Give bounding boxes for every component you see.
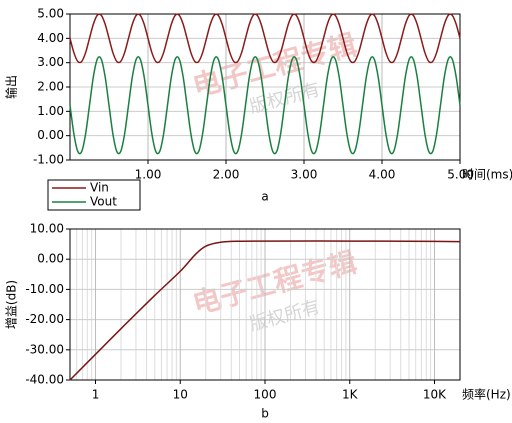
x-tick-label: 100 [254, 388, 277, 402]
plot-frame [69, 228, 461, 381]
x-tick-label: 1K [342, 388, 359, 402]
y-tick-label: -40.00 [25, 373, 64, 387]
y-tick-label: -20.00 [25, 312, 64, 326]
y-tick-label: 4.00 [37, 31, 64, 45]
x-tick-label: 3.00 [291, 168, 318, 182]
y-tick-label: 0.00 [37, 252, 64, 266]
y-axis-label: 输出 [4, 75, 19, 99]
x-tick-label: 4.00 [369, 168, 396, 182]
line [69, 13, 461, 64]
x-tick-label: 10 [173, 388, 188, 402]
y-tick-label: -30.00 [25, 342, 64, 356]
y-axis-label: 增益(dB) [5, 280, 19, 329]
x-tick-label: 1 [92, 388, 100, 402]
y-tick-label: 1.00 [37, 104, 64, 118]
x-tick-label: 1.00 [135, 168, 162, 182]
legend-label: Vout [90, 195, 117, 209]
y-tick-label: -10.00 [25, 282, 64, 296]
y-tick-label: 0.00 [37, 128, 64, 142]
x-axis-label: 时间(ms) [462, 168, 512, 182]
legend-box [47, 179, 141, 211]
y-tick-label: 5.00 [37, 7, 64, 21]
line [69, 56, 461, 155]
y-tick-label: 3.00 [37, 55, 64, 69]
caption: a [261, 190, 268, 204]
y-tick-label: -1.00 [33, 153, 64, 167]
legend-label: Vin [90, 181, 109, 195]
caption: b [261, 407, 269, 421]
x-tick-label: 5.00 [447, 168, 474, 182]
x-tick-label: 10K [423, 388, 447, 402]
plot-frame [69, 13, 461, 161]
x-axis-label: 频率(Hz) [462, 387, 511, 402]
line [69, 240, 461, 381]
y-tick-label: 10.00 [30, 222, 64, 236]
x-tick-label: 2.00 [213, 168, 240, 182]
y-tick-label: 2.00 [37, 80, 64, 94]
